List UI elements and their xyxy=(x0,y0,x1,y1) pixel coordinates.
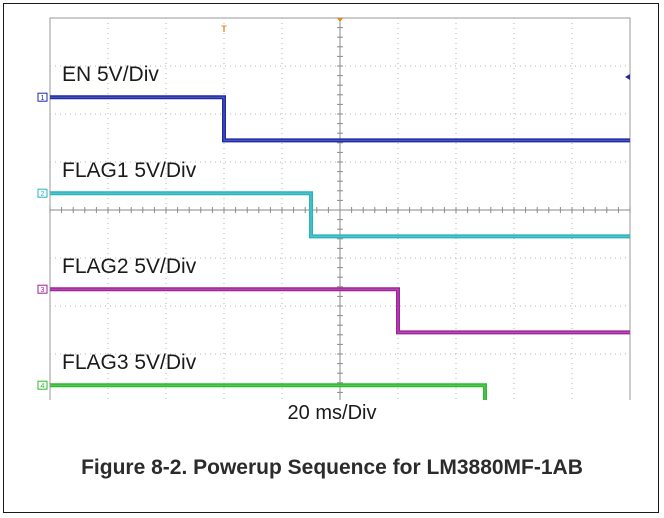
trace-flag1 xyxy=(50,191,630,239)
channel-marker-number: 2 xyxy=(41,191,45,198)
trigger-position-marker xyxy=(337,18,343,22)
channel-label-en: EN 5V/Div xyxy=(62,63,159,86)
trigger-markers: T xyxy=(221,18,630,80)
channel-label-flag1: FLAG1 5V/Div xyxy=(62,159,197,182)
trace-flag2-highlight xyxy=(50,288,630,333)
channel-labels: EN 5V/Div FLAG1 5V/Div FLAG2 5V/Div FLAG3 5… xyxy=(62,63,197,374)
channel-marker-box xyxy=(37,92,48,102)
channel-marker-box xyxy=(37,284,48,294)
channel-marker-3: 3 xyxy=(37,284,48,294)
trace-en xyxy=(50,95,630,143)
channel-marker-2: 2 xyxy=(37,188,48,198)
channel-marker-number: 3 xyxy=(41,287,45,294)
channel-marker-box xyxy=(37,188,48,198)
channel-label-flag2: FLAG2 5V/Div xyxy=(62,255,197,278)
trace-en-highlight xyxy=(50,96,630,141)
channel-marker-number: 1 xyxy=(41,95,45,102)
channel-marker-1: 1 xyxy=(37,92,48,102)
channel-label-flag3: FLAG3 5V/Div xyxy=(62,351,197,374)
figure-caption: Figure 8-2. Powerup Sequence for LM3880M… xyxy=(81,456,583,479)
channel-marker-box xyxy=(37,380,48,390)
grid xyxy=(49,17,631,400)
trigger-level-arrow xyxy=(625,74,630,80)
trigger-t-marker: T xyxy=(221,24,227,34)
figure-frame xyxy=(3,3,659,513)
trace-flag1-highlight xyxy=(50,192,630,237)
trace-flag3 xyxy=(50,383,487,400)
traces: 1 2 3 4 xyxy=(37,92,630,400)
trace-flag3-highlight xyxy=(50,384,486,400)
time-base-label: 20 ms/Div xyxy=(287,402,377,424)
trace-flag2 xyxy=(50,287,630,335)
oscilloscope-plot: T 1 2 3 4 EN 5V/Div FLAG1 5V/Div FLAG2 5V/Div… xyxy=(37,17,631,400)
channel-marker-number: 4 xyxy=(41,383,45,390)
channel-marker-4: 4 xyxy=(37,380,48,390)
